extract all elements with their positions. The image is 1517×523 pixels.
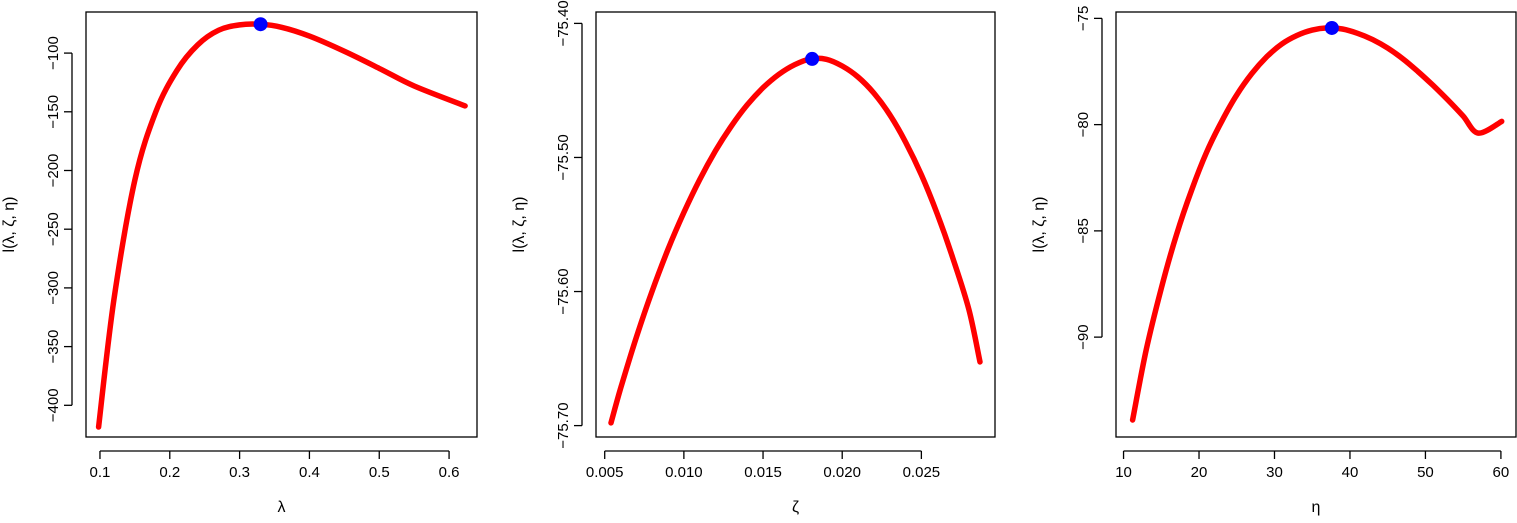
likelihood-curve — [95, 21, 468, 430]
x-tick-label: 0.5 — [369, 464, 390, 481]
x-tick-label: 0.025 — [903, 464, 941, 481]
x-tick-label: 0.6 — [439, 464, 460, 481]
y-tick-label: −200 — [45, 154, 62, 188]
maximum-point — [805, 51, 820, 66]
y-tick-label: −75 — [1075, 6, 1092, 31]
plot-frame — [595, 11, 996, 438]
y-tick-label: −150 — [45, 95, 62, 129]
x-tick-label: 50 — [1417, 464, 1434, 481]
likelihood-curve — [1129, 25, 1505, 423]
x-tick-label: 0.005 — [586, 464, 624, 481]
chart-panel-1: 0.1 0.2 0.3 0.4 0.5 0.6 −400 −350 −300 −250 −200 −1… — [1, 11, 478, 516]
x-tick-label: 40 — [1342, 464, 1359, 481]
y-tick-label: −350 — [45, 330, 62, 364]
x-axis-label: λ — [278, 499, 286, 516]
y-axis-label: l(λ, ζ, η) — [1, 197, 18, 253]
maximum-point — [253, 17, 268, 32]
x-tick-label: 0.010 — [665, 464, 703, 481]
y-tick-label: −75.70 — [555, 402, 572, 448]
x-tick-label: 0.2 — [159, 464, 180, 481]
y-tick-label: −80 — [1075, 112, 1092, 137]
y-tick-label: −85 — [1075, 218, 1092, 243]
y-tick-label: −75.40 — [555, 0, 572, 46]
y-axis-label: l(λ, ζ, η) — [1031, 197, 1048, 253]
chart-panel-3: 10 20 30 40 50 60 −90 −85 −80 −75 η l(λ, ζ, η) — [1031, 6, 1517, 516]
x-tick-label: 0.1 — [90, 464, 111, 481]
x-axis-label: η — [1312, 499, 1321, 516]
plot-frame — [85, 11, 478, 438]
y-tick-label: −75.50 — [555, 134, 572, 180]
y-tick-label: −300 — [45, 271, 62, 305]
x-tick-label: 0.020 — [823, 464, 861, 481]
y-tick-label: −100 — [45, 36, 62, 70]
plot-frame — [1115, 11, 1517, 438]
likelihood-curve — [608, 55, 983, 426]
x-tick-label: 10 — [1115, 464, 1132, 481]
x-tick-label: 20 — [1191, 464, 1208, 481]
y-axis-label: l(λ, ζ, η) — [511, 197, 528, 253]
x-tick-label: 0.3 — [229, 464, 250, 481]
maximum-point — [1324, 20, 1339, 35]
x-tick-label: 60 — [1493, 464, 1510, 481]
chart-panel-2: 0.005 0.010 0.015 0.020 0.025 −75.70 −75.60 −75… — [511, 0, 996, 516]
y-tick-label: −75.60 — [555, 268, 572, 314]
x-axis-label: ζ — [792, 499, 799, 516]
x-tick-label: 0.015 — [744, 464, 782, 481]
x-tick-label: 0.4 — [299, 464, 320, 481]
y-tick-label: −250 — [45, 212, 62, 246]
y-tick-label: −90 — [1075, 324, 1092, 349]
x-tick-label: 30 — [1266, 464, 1283, 481]
y-tick-label: −400 — [45, 388, 62, 422]
